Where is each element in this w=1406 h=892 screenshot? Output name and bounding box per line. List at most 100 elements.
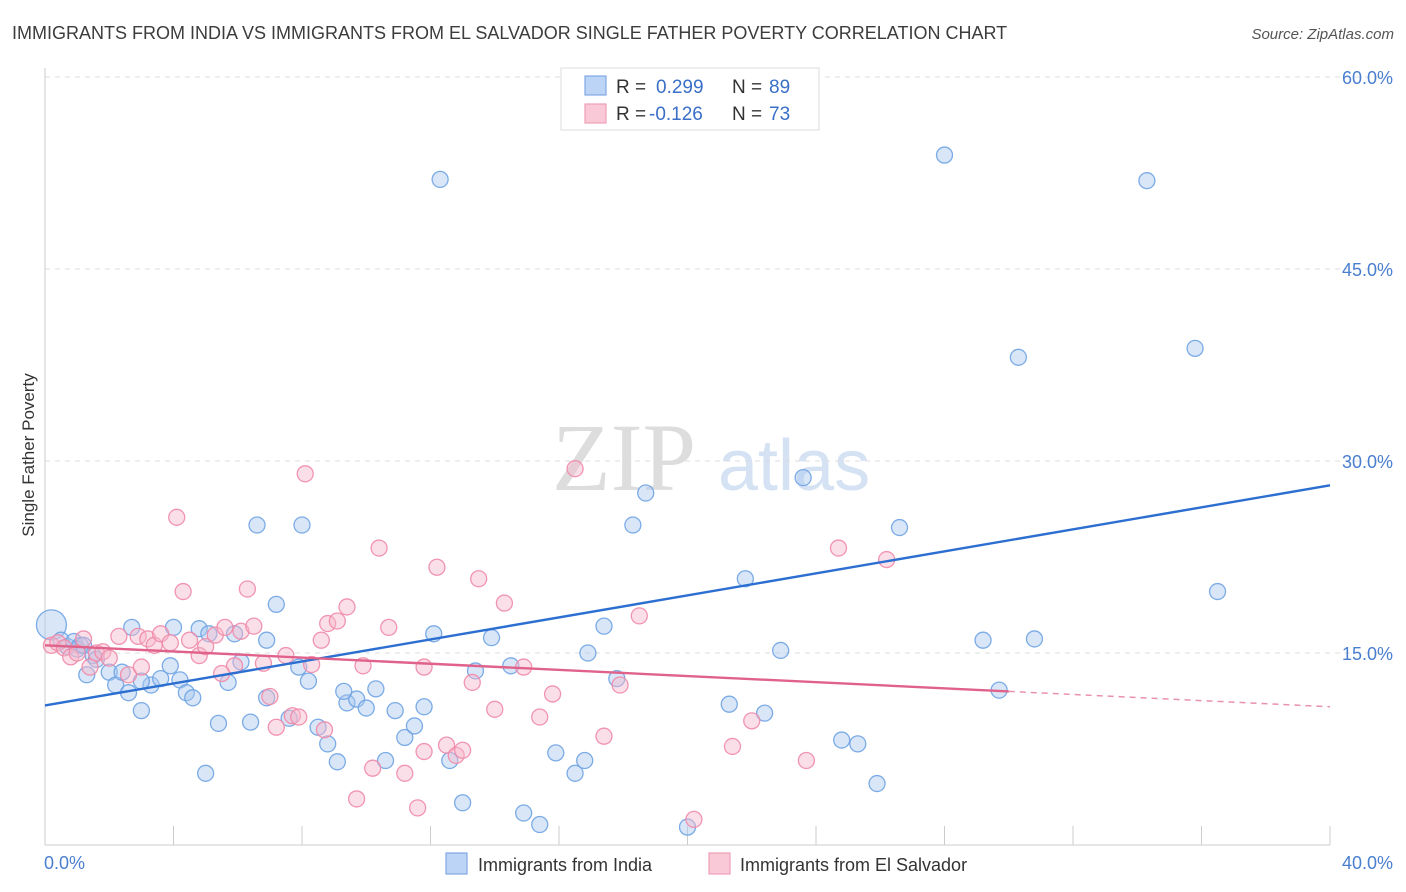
tick-labels: 15.0% 30.0% 45.0% 60.0% 0.0% 40.0% [44,68,1393,873]
source-label: Source: ZipAtlas.com [1251,26,1394,43]
elsalvador-point-39 [338,598,356,616]
india-point-33 [328,753,346,771]
bottom-legend-swatch-elsalvador [708,852,731,875]
elsalvador-point-11 [119,666,138,684]
elsalvador-point-58 [543,685,562,703]
axes [44,68,1331,846]
india-point-18 [184,689,202,707]
y-tick-label-2: 45.0% [1342,260,1393,280]
india-point-40 [396,728,414,747]
india-point-37 [367,680,385,698]
india-point-73 [1138,172,1156,190]
elsalvador-point-72 [132,658,151,676]
india-point-53 [579,644,597,662]
x-tick-label-1: 40.0% [1342,853,1393,873]
india-point-66 [849,735,867,753]
india-point-78 [293,516,311,534]
elsalvador-point-9 [100,649,118,667]
elsalvador-point-44 [380,618,398,637]
india-point-19 [190,620,208,638]
y-tick-label-3: 60.0% [1342,68,1393,88]
x-tick-label-0: 0.0% [44,853,85,873]
elsalvador-point-63 [685,810,703,829]
elsalvador-point-13 [139,630,157,648]
data-points [35,90,1227,836]
elsalvador-point-16 [161,634,179,652]
india-point-75 [1208,582,1227,601]
india-point-65 [833,731,851,749]
elsalvador-point-32 [283,707,302,725]
legend-swatch-india [584,75,607,96]
india-point-54 [595,617,613,635]
elsalvador-point-40 [347,790,366,808]
india-point-21 [209,714,228,733]
india-point-79 [248,516,266,534]
india-point-39 [386,701,404,720]
elsalvador-point-23 [216,618,234,637]
elsalvador-point-36 [312,631,330,649]
elsalvador-point-27 [245,617,263,635]
legend-n-value-elsalvador: 73 [769,104,790,125]
india-point-20 [200,625,218,643]
india-point-77 [431,170,449,189]
elsalvador-point-64 [723,737,742,756]
elsalvador-point-69 [415,742,433,761]
legend-n-value-india: 89 [769,77,790,98]
elsalvador-point-17 [168,508,186,526]
india-point-12 [132,701,151,720]
elsalvador-point-70 [315,721,334,739]
legend-swatch-elsalvador [584,103,607,124]
legend-r-value-elsalvador: -0.126 [649,104,703,125]
elsalvador-point-2 [55,639,73,657]
bottom-legend-label-india: Immigrants from India [478,855,653,875]
watermark-atlas: atlas [718,426,870,506]
india-point-41 [405,717,424,735]
india-point-88 [196,764,215,782]
grid-lines [45,76,1393,654]
elsalvador-point-46 [408,799,427,817]
elsalvador-point-68 [797,751,816,770]
india-point-67 [868,774,886,793]
trend-lines [44,484,1331,708]
india-point-32 [319,735,337,753]
bottom-legend: Immigrants from India Immigrants from El… [445,852,967,875]
elsalvador-point-60 [595,727,613,745]
watermark: ZIP atlas [552,404,870,511]
india-point-74 [1186,339,1204,358]
elsalvador-point-59 [566,460,584,478]
india-point-62 [755,704,774,722]
elsalvador-point-54 [486,700,504,718]
elsalvador-trend-line [44,644,1009,693]
elsalvador-point-62 [630,607,648,625]
elsalvador-point-53 [470,570,488,588]
elsalvador-point-57 [531,708,549,726]
elsalvador-point-34 [296,465,314,483]
elsalvador-point-5 [74,630,93,648]
elsalvador-point-18 [174,582,192,601]
india-point-80 [258,631,276,649]
legend-r-label-india: R = [616,77,646,98]
india-point-87 [576,751,594,770]
india-point-83 [123,618,141,637]
india-point-70 [974,631,992,649]
india-point-64 [794,468,812,487]
india-point-30 [299,672,318,690]
india-point-63 [772,641,790,660]
elsalvador-point-26 [238,580,257,598]
india-point-15 [161,657,179,675]
india-point-72 [1009,348,1028,366]
elsalvador-point-48 [428,558,446,576]
india-point-68 [890,518,909,537]
elsalvador-trend-extension [1008,690,1331,708]
legend-n-label-india: N = [732,77,762,98]
elsalvador-point-19 [180,631,199,649]
elsalvador-point-4 [68,644,86,662]
legend-n-label-elsalvador: N = [732,104,762,125]
elsalvador-point-61 [611,676,629,694]
india-point-69 [935,146,954,164]
india-point-27 [267,595,285,614]
watermark-zip: ZIP [552,404,696,511]
elsalvador-point-30 [267,718,285,736]
elsalvador-point-21 [196,637,215,656]
